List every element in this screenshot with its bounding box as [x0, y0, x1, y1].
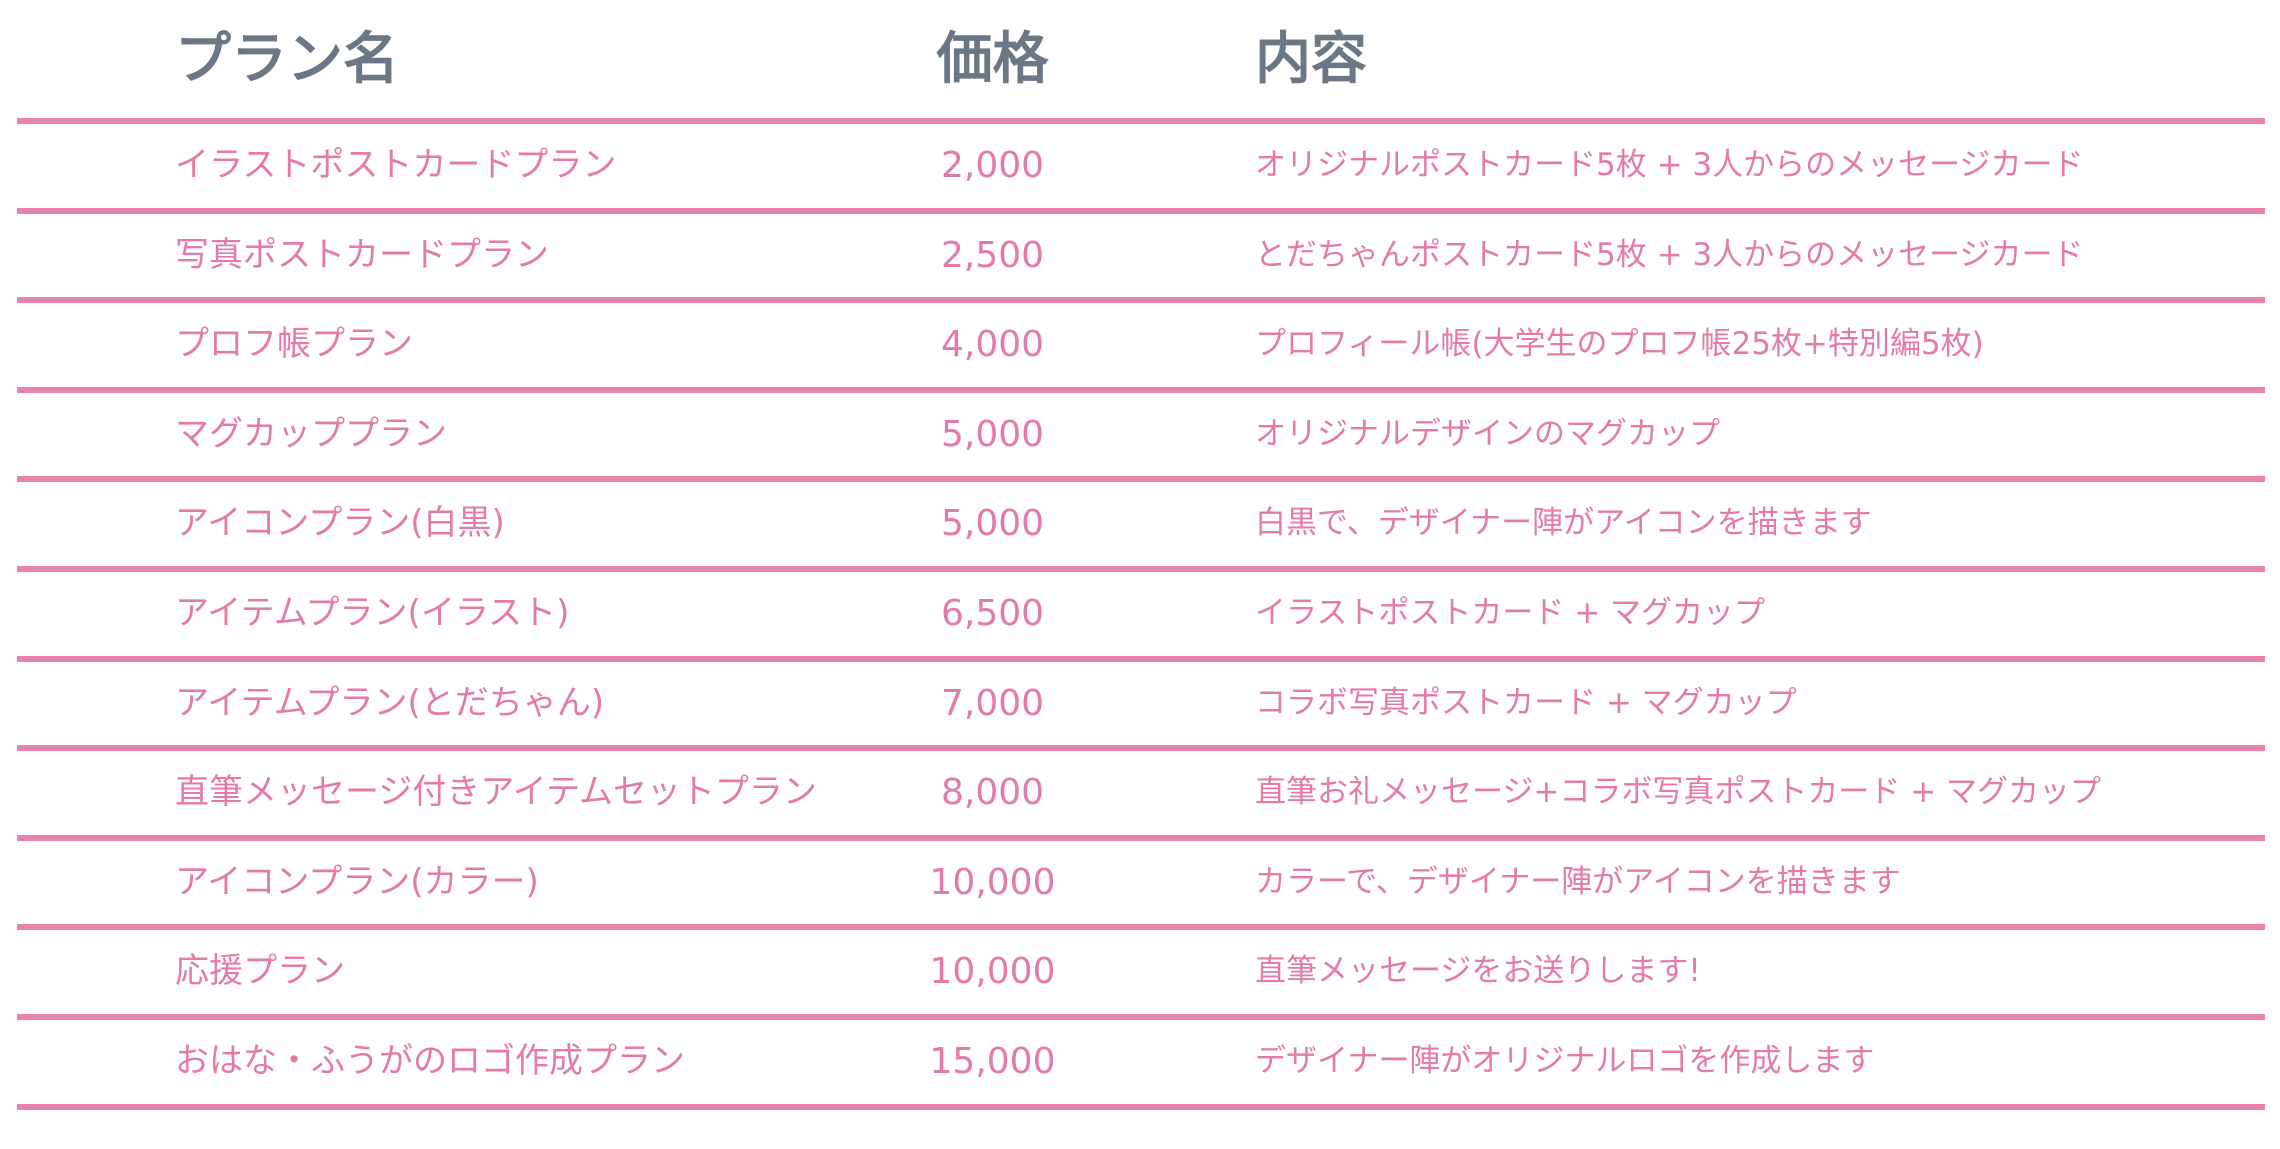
plan-name-cell: アイテムプラン(イラスト) [175, 592, 570, 633]
price-cell: 7,000 [940, 682, 1045, 724]
table-row: 直筆メッセージ付きアイテムセットプラン 8,000 直筆お礼メッセージ+コラボ写真ポ… [17, 751, 2265, 835]
table-row: イラストポストカードプラン 2,000 オリジナルポストカード5枚 + 3人からのメ… [17, 124, 2265, 208]
price-cell: 10,000 [929, 951, 1056, 993]
divider [17, 1103, 2265, 1110]
content-cell: オリジナルデザインのマグカップ [1255, 415, 1720, 452]
plan-name-cell: おはな・ふうがのロゴ作成プラン [175, 1040, 685, 1081]
divider [17, 476, 2265, 483]
plan-name-cell: 写真ポストカードプラン [175, 234, 549, 275]
price-cell: 6,500 [940, 592, 1045, 634]
price-cell: 5,000 [940, 503, 1045, 545]
plan-name-cell: アイコンプラン(カラー) [175, 861, 539, 902]
plan-name-cell: 応援プラン [175, 951, 345, 992]
divider [17, 118, 2265, 124]
divider [17, 207, 2265, 214]
divider [17, 297, 2265, 304]
content-cell: 白黒で、デザイナー陣がアイコンを描きます [1255, 505, 1872, 542]
divider [17, 655, 2265, 662]
header-content: 内容 [1255, 27, 1367, 92]
price-cell: 2,000 [940, 145, 1045, 186]
divider [17, 745, 2265, 752]
table-row: マグカッププラン 5,000 オリジナルデザインのマグカップ [17, 393, 2265, 477]
content-cell: カラーで、デザイナー陣がアイコンを描きます [1255, 863, 1901, 900]
plan-name-cell: アイテムプラン(とだちゃん) [175, 682, 605, 723]
table-row: アイテムプラン(とだちゃん) 7,000 コラボ写真ポストカード + マグカップ [17, 662, 2265, 746]
plan-name-cell: アイコンプラン(白黒) [175, 503, 505, 544]
divider [17, 834, 2265, 841]
divider [17, 1013, 2265, 1020]
price-cell: 8,000 [940, 772, 1045, 814]
plan-name-cell: イラストポストカードプラン [175, 145, 617, 185]
content-cell: プロフィール帳(大学生のプロフ帳25枚+特別編5枚) [1255, 326, 1984, 363]
price-cell: 10,000 [929, 861, 1056, 903]
price-cell: 15,000 [929, 1040, 1056, 1082]
content-cell: とだちゃんポストカード5枚 + 3人からのメッセージカード [1255, 236, 2084, 273]
table-row: プロフ帳プラン 4,000 プロフィール帳(大学生のプロフ帳25枚+特別編5枚) [17, 303, 2265, 387]
price-cell: 2,500 [940, 234, 1045, 276]
divider [17, 565, 2265, 572]
content-cell: デザイナー陣がオリジナルロゴを作成します [1255, 1042, 1875, 1079]
plan-name-cell: マグカッププラン [175, 413, 447, 454]
divider [17, 386, 2265, 393]
content-cell: 直筆メッセージをお送りします! [1255, 953, 1701, 990]
table-row: アイテムプラン(イラスト) 6,500 イラストポストカード + マグカップ [17, 572, 2265, 656]
table-row: アイコンプラン(白黒) 5,000 白黒で、デザイナー陣がアイコンを描きます [17, 482, 2265, 566]
table-row: おはな・ふうがのロゴ作成プラン 15,000 デザイナー陣がオリジナルロゴを作成しま… [17, 1020, 2265, 1104]
content-cell: オリジナルポストカード5枚 + 3人からのメッセージカード [1255, 147, 2084, 183]
content-cell: コラボ写真ポストカード + マグカップ [1255, 684, 1797, 721]
table-row: アイコンプラン(カラー) 10,000 カラーで、デザイナー陣がアイコンを描きます [17, 841, 2265, 925]
header-price: 価格 [936, 27, 1049, 92]
header-plan-name: プラン名 [175, 27, 399, 92]
price-cell: 5,000 [940, 413, 1045, 455]
divider [17, 924, 2265, 931]
plan-name-cell: 直筆メッセージ付きアイテムセットプラン [175, 772, 817, 813]
plan-name-cell: プロフ帳プラン [175, 324, 413, 365]
table-row: 写真ポストカードプラン 2,500 とだちゃんポストカード5枚 + 3人からのメッセ… [17, 214, 2265, 298]
plan-table: イラストポストカードプラン 2,000 オリジナルポストカード5枚 + 3人からのメ… [17, 118, 2265, 1110]
price-cell: 4,000 [940, 324, 1045, 366]
table-row: 応援プラン 10,000 直筆メッセージをお送りします! [17, 930, 2265, 1014]
content-cell: 直筆お礼メッセージ+コラボ写真ポストカード + マグカップ [1255, 774, 2102, 811]
content-cell: イラストポストカード + マグカップ [1255, 594, 1766, 631]
